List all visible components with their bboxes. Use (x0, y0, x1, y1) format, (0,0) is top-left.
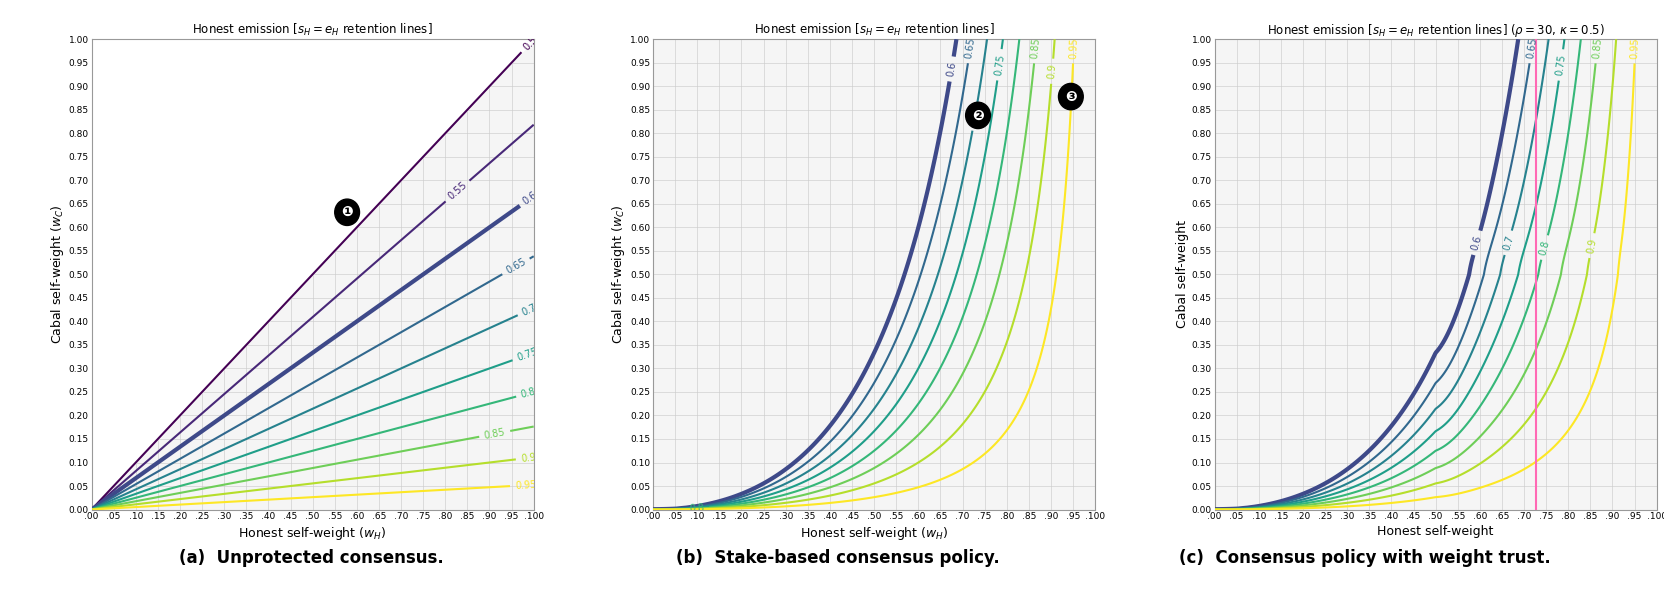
Text: 0.85: 0.85 (1028, 37, 1042, 59)
Text: ❷: ❷ (972, 109, 983, 122)
Text: 0.95: 0.95 (1068, 37, 1078, 58)
Text: 0.95: 0.95 (1629, 37, 1639, 58)
X-axis label: Honest self-weight ($w_H$): Honest self-weight ($w_H$) (238, 525, 386, 543)
Text: 0.9: 0.9 (519, 452, 536, 464)
Text: 0.6: 0.6 (521, 190, 539, 207)
Text: (c)  Consensus policy with weight trust.: (c) Consensus policy with weight trust. (1178, 549, 1551, 567)
Text: 0.75: 0.75 (992, 54, 1005, 76)
Y-axis label: Cabal self-weight: Cabal self-weight (1175, 220, 1188, 329)
Text: 0.85: 0.85 (1591, 37, 1602, 59)
Text: 0.65: 0.65 (1524, 36, 1538, 59)
Text: ❶: ❶ (341, 205, 353, 219)
Text: 0.95: 0.95 (514, 479, 536, 491)
Title: Honest emission [$s_H = e_H$ retention lines]: Honest emission [$s_H = e_H$ retention l… (191, 22, 433, 38)
Text: 0.8: 0.8 (519, 387, 537, 400)
Text: 0.85: 0.85 (483, 427, 506, 441)
Text: 0.65: 0.65 (963, 36, 977, 59)
Y-axis label: Cabal self-weight ($w_C$): Cabal self-weight ($w_C$) (611, 204, 627, 344)
X-axis label: Honest self-weight: Honest self-weight (1376, 525, 1493, 538)
Text: 0.8: 0.8 (689, 503, 704, 514)
Text: 0.7: 0.7 (968, 110, 980, 127)
Text: 0.9: 0.9 (1047, 63, 1057, 79)
Text: 0.7: 0.7 (519, 302, 537, 318)
Text: 0.75: 0.75 (1554, 54, 1566, 77)
Text: 0.7: 0.7 (1501, 234, 1514, 251)
Circle shape (1058, 83, 1083, 110)
Text: (a)  Unprotected consensus.: (a) Unprotected consensus. (178, 549, 444, 567)
X-axis label: Honest self-weight ($w_H$): Honest self-weight ($w_H$) (799, 525, 948, 543)
Text: 0.55: 0.55 (446, 180, 469, 202)
Circle shape (334, 199, 359, 226)
Text: (b)  Stake-based consensus policy.: (b) Stake-based consensus policy. (676, 549, 998, 567)
Title: Honest emission [$s_H = e_H$ retention lines] ($\rho = 30$, $\kappa = 0.5$): Honest emission [$s_H = e_H$ retention l… (1266, 22, 1604, 39)
Text: 0.6: 0.6 (945, 61, 957, 77)
Text: 0.65: 0.65 (504, 257, 527, 276)
Text: 0.75: 0.75 (516, 347, 539, 363)
Title: Honest emission [$s_H = e_H$ retention lines]: Honest emission [$s_H = e_H$ retention l… (754, 22, 993, 38)
Circle shape (965, 103, 990, 128)
Text: ❸: ❸ (1065, 90, 1077, 104)
Text: 0.9: 0.9 (1584, 237, 1597, 254)
Text: 0.6: 0.6 (1469, 234, 1483, 251)
Y-axis label: Cabal self-weight ($w_C$): Cabal self-weight ($w_C$) (48, 204, 67, 344)
Text: 0.5: 0.5 (521, 34, 539, 52)
Text: 0.8: 0.8 (1538, 239, 1551, 256)
